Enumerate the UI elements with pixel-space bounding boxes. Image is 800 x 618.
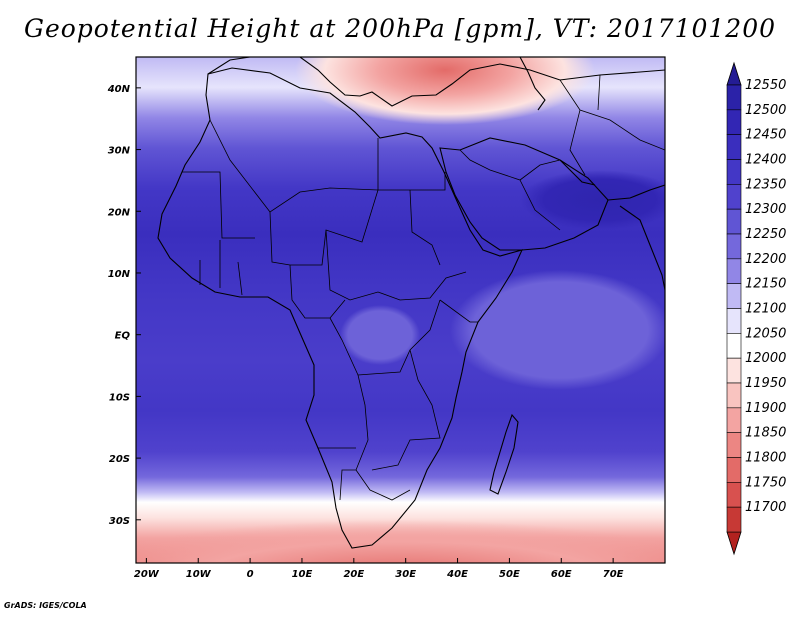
country-borders	[182, 74, 665, 501]
latitude-axis: 40N 30N 20N 10N EQ 10S 20S 30S	[107, 84, 141, 527]
lon-tick-label: 70E	[603, 569, 624, 580]
colorbar-label: 12150	[745, 277, 786, 292]
central-africa-anomaly	[340, 305, 420, 365]
colorbar-swatch	[726, 109, 742, 135]
colorbar-label: 11800	[745, 451, 786, 466]
colorbar-label: 12250	[745, 227, 786, 242]
colorbar-label: 12350	[745, 177, 786, 192]
colorbar-label: 12550	[745, 78, 786, 93]
arabia-high	[520, 170, 665, 230]
colorbar-swatch	[726, 208, 742, 235]
arabian-sea-coastline	[607, 184, 665, 201]
madagascar-coastline	[489, 413, 519, 495]
colorbar-label: 12450	[745, 128, 786, 143]
colorbar-swatch	[726, 308, 742, 334]
colorbar-label: 12050	[745, 326, 786, 341]
lon-tick-label: 0	[247, 569, 254, 580]
colorbar-label: 12000	[745, 351, 786, 366]
colorbar-label: 11750	[745, 475, 786, 490]
colorbar-swatch	[726, 407, 742, 433]
colorbar-label: 12100	[745, 302, 786, 317]
lat-tick-label: 30N	[108, 146, 131, 157]
lat-tick-label: 30S	[109, 516, 130, 527]
colorbar-bottom-arrow	[726, 531, 742, 556]
colorbar-swatch	[726, 233, 742, 260]
lon-tick-label: 30E	[395, 569, 416, 580]
arabia-coastline	[439, 137, 609, 251]
colorbar-label: 11950	[745, 376, 786, 391]
low-height-south	[136, 520, 665, 563]
colorbar-label: 12500	[745, 103, 786, 118]
chart-title: Geopotential Height at 200hPa [gpm], VT:…	[23, 14, 777, 43]
lon-tick-label: 50E	[499, 569, 520, 580]
indian-ocean-anomaly	[450, 270, 665, 390]
colorbar-swatch	[726, 357, 742, 384]
credit-label: GrADS: IGES/COLA	[4, 601, 87, 610]
colorbar-swatch	[726, 506, 742, 533]
lon-tick-label: 10W	[186, 569, 212, 580]
coastlines	[157, 57, 665, 549]
lon-tick-label: 10E	[292, 569, 313, 580]
colorbar-swatch	[726, 159, 742, 185]
lat-tick-label: 10S	[109, 392, 130, 403]
lat-tick-label: EQ	[115, 331, 131, 342]
colorbar-swatch	[726, 258, 742, 284]
colorbar-label: 11850	[745, 426, 786, 441]
india-coastline	[619, 205, 665, 291]
colorbar-swatch	[726, 184, 742, 210]
colorbar-label: 12200	[745, 252, 786, 267]
colorbar-swatch	[726, 457, 742, 483]
lat-tick-label: 40N	[107, 84, 131, 95]
colorbar: 12550 12500 12450 12400 12350 12300 12250 12200…	[726, 61, 786, 556]
lon-tick-label: 20W	[134, 569, 160, 580]
colorbar-label: 11900	[745, 401, 786, 416]
colorbar-swatch	[726, 134, 742, 160]
lat-tick-label: 20N	[108, 207, 131, 218]
colorbar-swatch	[726, 84, 742, 111]
persian-gulf-coastline	[559, 159, 596, 186]
plot-frame	[135, 56, 666, 564]
lon-tick-label: 60E	[551, 569, 572, 580]
colorbar-swatch	[726, 382, 742, 409]
colorbar-swatch	[726, 482, 742, 508]
colorbar-label: 12400	[745, 153, 786, 168]
longitude-axis: 20W 10W 0 10E 20E 30E 40E 50E 60E 70E	[134, 558, 624, 580]
colorbar-swatch	[726, 333, 742, 359]
low-height-mediterranean	[295, 57, 595, 125]
lon-tick-label: 20E	[343, 569, 364, 580]
lat-tick-label: 20S	[109, 454, 130, 465]
lat-tick-label: 10N	[108, 269, 131, 280]
africa-coastline	[157, 67, 523, 549]
colorbar-label: 12300	[745, 202, 786, 217]
geopotential-field	[136, 57, 665, 563]
colorbar-swatch	[726, 283, 742, 309]
lon-tick-label: 40E	[446, 569, 468, 580]
europe-coastline	[207, 57, 665, 107]
caspian-coastline	[519, 57, 546, 111]
colorbar-swatch	[726, 432, 742, 458]
colorbar-label: 11700	[745, 500, 786, 515]
colorbar-top-arrow	[726, 61, 742, 86]
